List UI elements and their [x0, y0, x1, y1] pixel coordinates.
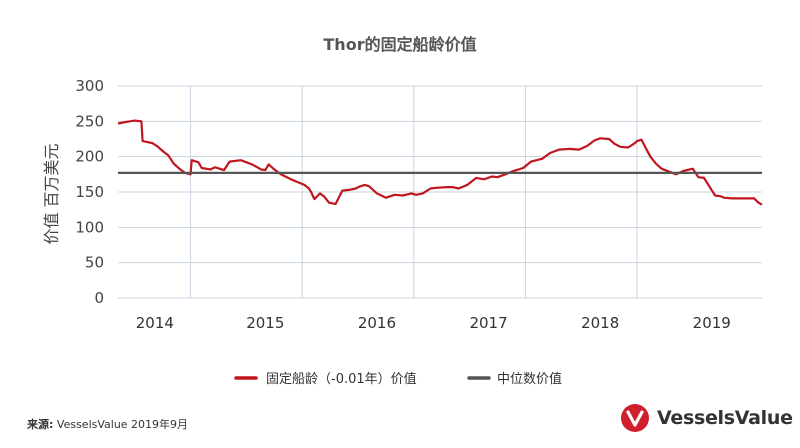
x-tick-label: 2015 [246, 314, 284, 332]
source-text: VesselsValue 2019年9月 [53, 418, 189, 431]
logo-text: VesselsValue [657, 407, 793, 429]
y-tick-label: 0 [94, 289, 104, 307]
grid [118, 85, 762, 299]
source-label: 来源: [27, 418, 54, 431]
y-axis-label: 价值 百万美元 [42, 143, 61, 244]
source-note: 来源: VesselsValue 2019年9月 [27, 416, 188, 432]
y-tick-label: 150 [75, 183, 104, 201]
y-axis-ticks: 0 50 100 150 200 250 300 [75, 77, 104, 307]
x-tick-label: 2016 [358, 314, 396, 332]
x-tick-label: 2019 [693, 314, 731, 332]
legend-label: 固定船龄（-0.01年）价值 [266, 371, 417, 387]
x-tick-label: 2014 [136, 314, 174, 332]
y-tick-label: 250 [75, 112, 104, 130]
vesselsvalue-logo: VesselsValue [620, 401, 793, 435]
legend-item-fixed-age: 固定船龄（-0.01年）价值 [234, 371, 417, 387]
x-tick-label: 2017 [469, 314, 507, 332]
series-lines [117, 119, 763, 206]
x-axis-ticks: 2014 2015 2016 2017 2018 2019 [136, 314, 731, 332]
x-tick-label: 2018 [581, 314, 619, 332]
y-tick-label: 200 [75, 148, 104, 166]
chart-title: Thor的固定船龄价值 [323, 35, 476, 54]
fixed-age-value-line [117, 119, 763, 206]
legend-label: 中位数价值 [497, 371, 562, 387]
legend: 固定船龄（-0.01年）价值 中位数价值 [234, 371, 562, 387]
y-tick-label: 100 [75, 218, 104, 236]
vesselsvalue-logo-icon [621, 404, 649, 432]
y-tick-label: 50 [85, 254, 104, 272]
legend-item-median: 中位数价值 [467, 371, 562, 387]
y-tick-label: 300 [75, 77, 104, 95]
